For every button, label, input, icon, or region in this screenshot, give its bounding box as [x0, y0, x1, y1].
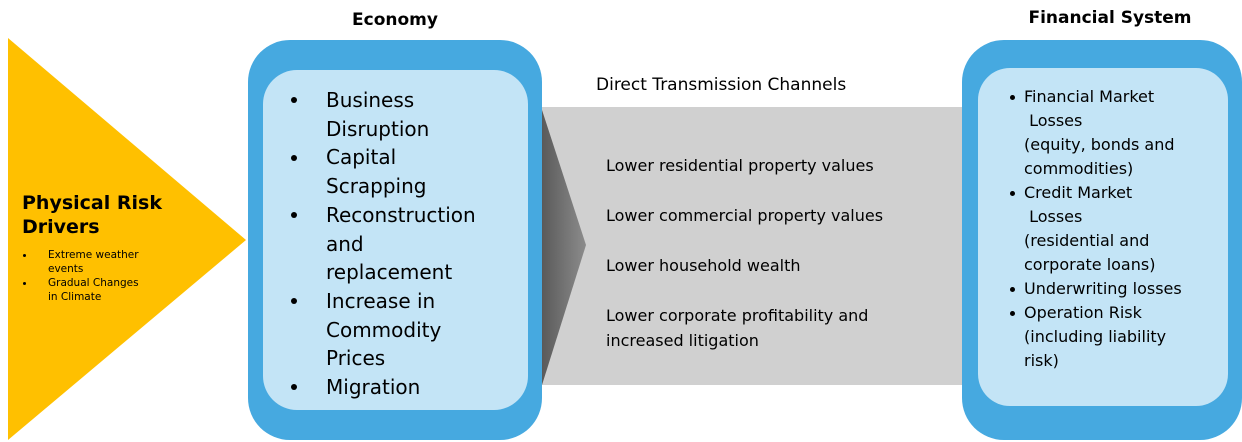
list-line: events: [48, 263, 84, 275]
bullet: [291, 212, 297, 219]
channel-line: Lower residential property values: [606, 156, 874, 175]
list-line: Disruption: [326, 116, 430, 141]
bullet: [291, 384, 297, 391]
financial-inner: [978, 68, 1228, 406]
list-line: Losses: [1024, 207, 1083, 226]
list-line: Operation Risk: [1024, 303, 1142, 322]
channel-line: Lower household wealth: [606, 256, 801, 275]
list-line: Financial Market: [1024, 87, 1155, 106]
list-line: Prices: [326, 346, 386, 371]
list-line: Extreme weather: [48, 249, 139, 261]
bullet: [291, 298, 297, 305]
channel-arrow: [542, 110, 586, 385]
list-line: in Climate: [48, 291, 102, 303]
list-line: Business: [326, 88, 415, 112]
list-line: Reconstruction: [326, 202, 476, 227]
bullet: [1010, 286, 1015, 292]
bullet: [1010, 190, 1015, 196]
list-line: Credit Market: [1024, 183, 1133, 202]
channel-line: Lower corporate profitability and: [606, 306, 869, 325]
list-line: Gradual Changes: [48, 277, 139, 289]
channel-band: [542, 107, 962, 385]
drivers-title: Physical Risk Drivers: [22, 192, 162, 238]
bullet: [291, 97, 297, 104]
list-line: Increase in: [326, 288, 436, 313]
list-line: commodities): [1024, 159, 1134, 178]
list-line: corporate loans): [1024, 255, 1156, 274]
channels-title: Direct Transmission Channels: [596, 75, 847, 95]
channel-line: Lower commercial property values: [606, 206, 884, 225]
economy-inner: [263, 70, 528, 410]
bullet: [23, 281, 26, 285]
channel-line: increased litigation: [606, 331, 759, 350]
financial-title: Financial System: [1028, 8, 1192, 28]
list-line: (equity, bonds and: [1024, 135, 1175, 154]
bullet: [23, 253, 26, 257]
list-line: replacement: [326, 260, 453, 285]
list-line: Commodity: [326, 317, 442, 342]
list-line: Migration: [326, 375, 421, 399]
list-line: (including liability: [1024, 327, 1167, 346]
list-line: and: [326, 231, 364, 256]
driver-arrow: [8, 38, 246, 440]
list-line: Scrapping: [326, 174, 427, 199]
list-line: Capital: [326, 145, 397, 170]
list-line: Losses: [1024, 111, 1083, 130]
list-line: (residential and: [1024, 231, 1150, 250]
economy-title: Economy: [352, 10, 438, 30]
bullet: [291, 154, 297, 161]
list-line: Underwriting losses: [1024, 279, 1182, 298]
list-line: risk): [1024, 351, 1059, 370]
bullet: [1010, 94, 1015, 100]
bullet: [1010, 310, 1015, 316]
